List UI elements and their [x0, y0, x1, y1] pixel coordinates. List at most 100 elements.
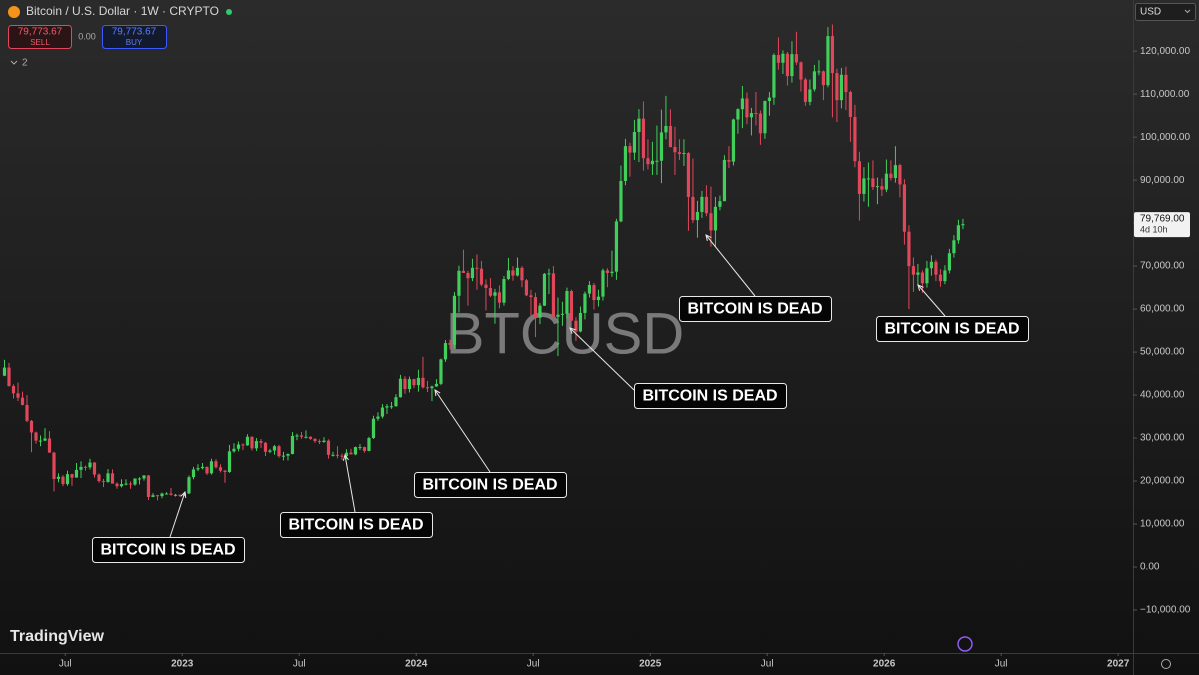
candle-body — [830, 36, 835, 74]
candle-body — [866, 178, 871, 180]
candle-body — [115, 483, 119, 487]
currency-caret — [1184, 9, 1191, 14]
candle-body — [911, 266, 916, 275]
candle-body — [551, 273, 556, 317]
candle-body — [16, 393, 20, 398]
candle-body — [641, 118, 646, 159]
candle-body — [781, 53, 785, 63]
annotation-arrowhead — [434, 389, 441, 397]
candle-body — [785, 53, 790, 77]
candle-body — [25, 404, 29, 421]
indicators-toggle[interactable] — [10, 60, 18, 65]
candle-body — [646, 158, 650, 165]
annotation-arrowhead — [569, 327, 576, 334]
candle-body — [736, 109, 740, 120]
sell-price: 79,773.67 — [18, 27, 63, 38]
candle-body — [443, 343, 448, 360]
annotation-text: BITCOIN IS DEAD — [687, 301, 822, 318]
candle-body — [358, 447, 362, 449]
candle-body — [430, 386, 434, 389]
candle-body — [601, 270, 605, 297]
candle-body — [794, 54, 799, 63]
last-price-tag — [1134, 212, 1190, 238]
candle-body — [596, 296, 601, 301]
y-tick-label: 70,000.00 — [1140, 261, 1185, 272]
buy-label: BUY — [126, 38, 143, 47]
candle-body — [506, 270, 511, 279]
y-tick-label: 60,000.00 — [1140, 304, 1185, 315]
candle-body — [101, 481, 106, 483]
candle-body — [853, 116, 857, 162]
x-tick-label: Jul — [527, 659, 540, 670]
candle-body — [200, 466, 205, 469]
candle-body — [668, 125, 673, 148]
candle-body — [106, 473, 110, 482]
candle-body — [542, 273, 547, 306]
candle-body — [817, 71, 821, 73]
candle-body — [209, 461, 214, 474]
candle-body — [70, 474, 74, 478]
annotation-box — [679, 296, 832, 322]
candle-body — [241, 444, 245, 446]
candle-body — [398, 378, 403, 398]
candle-body — [164, 493, 169, 495]
candle-body — [574, 320, 578, 332]
symbol-title[interactable]: Bitcoin / U.S. Dollar · 1W · CRYPTO — [26, 4, 219, 18]
buy-button[interactable] — [102, 25, 167, 49]
candle-body — [610, 271, 614, 273]
y-tick-label: 0.00 — [1140, 562, 1160, 573]
candle-body — [254, 441, 259, 449]
candle-body — [637, 118, 641, 132]
candle-body — [821, 71, 826, 86]
settings-icon[interactable] — [1161, 659, 1171, 669]
candle-body — [695, 211, 700, 221]
candle-body — [556, 314, 560, 317]
candle-body — [344, 452, 349, 457]
candle-body — [731, 119, 736, 162]
candle-body — [524, 280, 529, 296]
candle-body — [502, 278, 506, 303]
annotation-box — [280, 512, 433, 538]
candle-body — [281, 455, 286, 457]
candle-body — [425, 387, 430, 389]
candle-body — [335, 454, 340, 456]
candle-body — [835, 73, 839, 101]
candle-body — [349, 452, 353, 455]
candle-body — [151, 495, 155, 497]
candle-body — [331, 454, 335, 456]
candle-body — [223, 470, 227, 473]
candle-body — [299, 435, 304, 437]
candle-body — [493, 292, 497, 296]
candle-body — [893, 165, 898, 178]
candle-body — [389, 406, 394, 408]
candle-body — [799, 62, 803, 80]
candle-body — [461, 270, 466, 273]
candle-body — [767, 97, 772, 102]
candle-body — [497, 292, 502, 303]
candle-body — [11, 386, 16, 394]
candle-body — [479, 268, 484, 285]
candle-body — [61, 476, 65, 485]
candle-body — [29, 420, 34, 433]
y-tick-label: 120,000.00 — [1140, 46, 1190, 57]
candle-body — [178, 494, 182, 496]
candle-body — [592, 285, 596, 301]
candle-body — [700, 196, 704, 212]
candle-body — [664, 125, 668, 133]
sell-button[interactable] — [8, 25, 72, 49]
candle-body — [862, 178, 866, 194]
candle-body — [128, 483, 133, 485]
y-tick-label: 50,000.00 — [1140, 347, 1185, 358]
candle-body — [92, 462, 97, 475]
candle-body — [218, 467, 223, 471]
alert-icon[interactable] — [957, 636, 973, 652]
currency-select[interactable] — [1135, 3, 1196, 21]
watermark: BTCUSD — [446, 301, 684, 366]
candle-body — [2, 367, 7, 376]
candle-body — [83, 466, 88, 468]
candle-body — [304, 436, 308, 438]
candle-body — [515, 267, 520, 276]
annotation-box — [876, 316, 1029, 342]
candle-body — [722, 159, 727, 202]
candle-body — [205, 466, 209, 474]
